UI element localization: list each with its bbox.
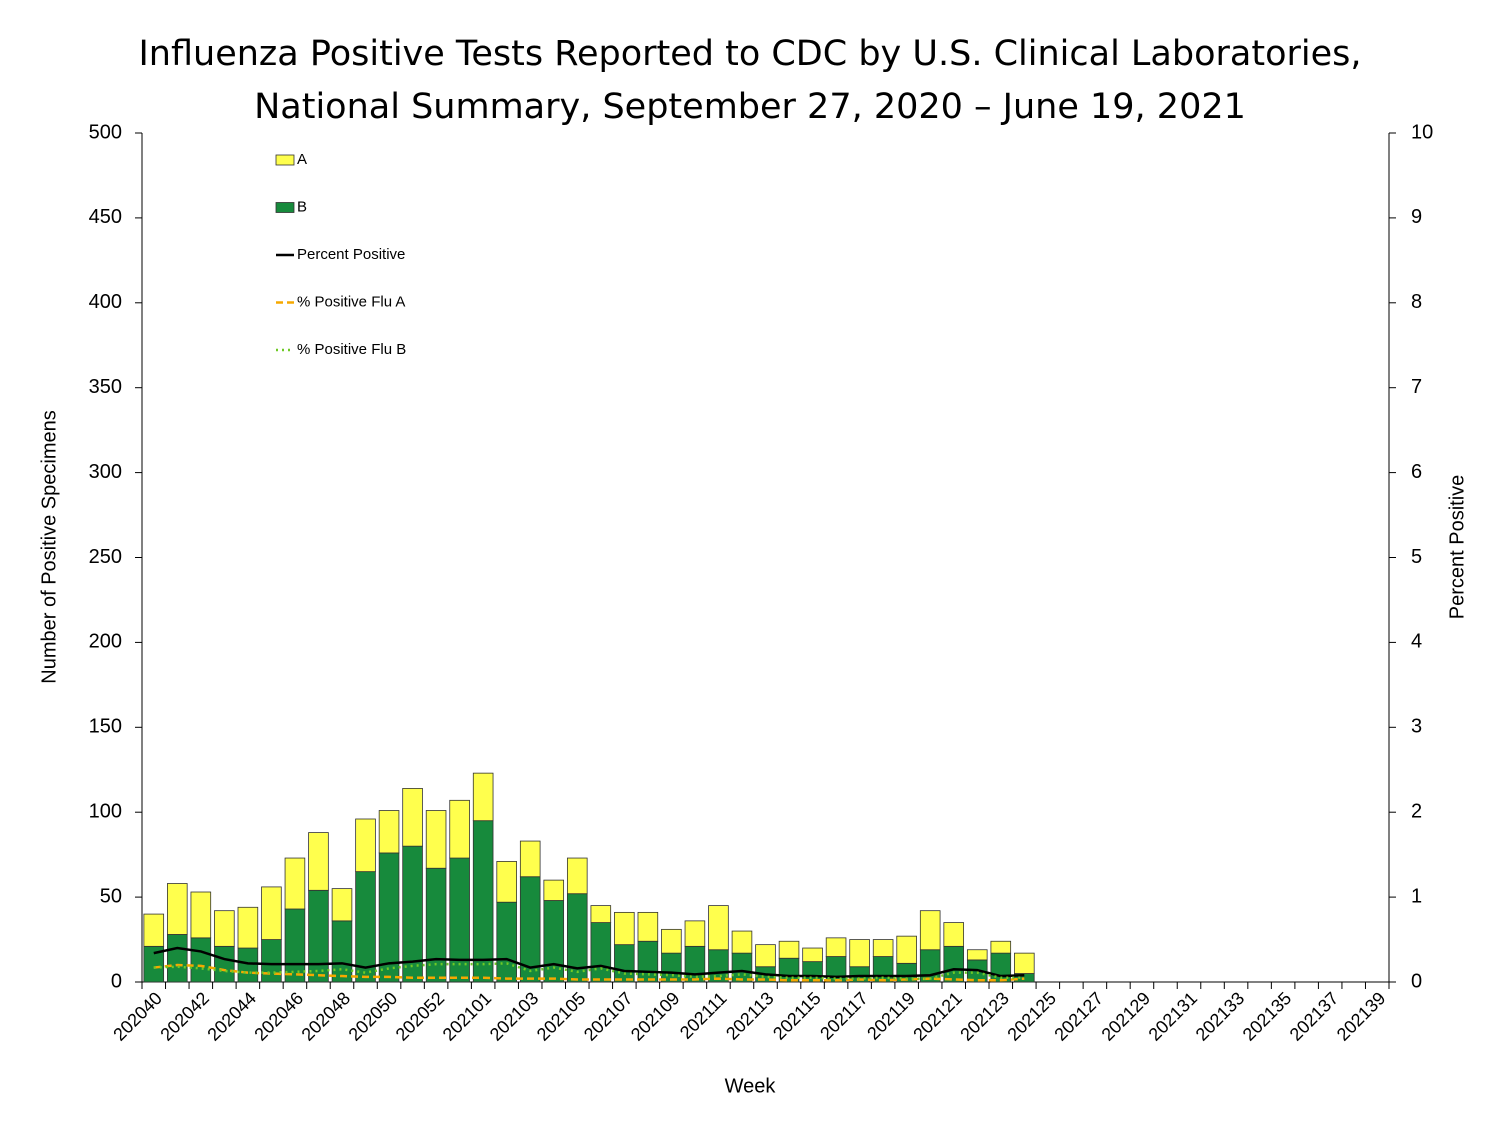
line bbox=[153, 963, 1025, 982]
y2-tick-label: 0 bbox=[1411, 970, 1422, 992]
y2-axis-label: Percent Positive bbox=[1446, 475, 1468, 620]
bar bbox=[637, 911, 659, 942]
bar bbox=[966, 949, 988, 961]
bar bbox=[331, 920, 353, 983]
bar bbox=[755, 944, 776, 968]
bar bbox=[519, 840, 541, 878]
bar bbox=[990, 940, 1012, 954]
bar bbox=[566, 857, 588, 895]
y2-tick-label: 3 bbox=[1411, 716, 1422, 738]
y2-tick-label: 5 bbox=[1411, 546, 1422, 568]
bar bbox=[261, 886, 282, 940]
bar bbox=[261, 939, 282, 983]
y-tick-label: 500 bbox=[89, 121, 122, 143]
bar bbox=[802, 947, 823, 963]
bar bbox=[472, 820, 494, 983]
bar bbox=[778, 940, 800, 959]
bar bbox=[214, 910, 235, 947]
bar bbox=[731, 930, 753, 954]
bar bbox=[708, 905, 729, 951]
bar bbox=[190, 937, 212, 983]
legend-label: Percent Positive bbox=[297, 246, 405, 263]
bar bbox=[614, 944, 635, 983]
y-tick-label: 400 bbox=[89, 291, 122, 313]
bar bbox=[778, 957, 800, 983]
y2-tick-label: 2 bbox=[1411, 800, 1422, 822]
legend-label: % Positive Flu A bbox=[297, 293, 405, 310]
y-tick-label: 450 bbox=[89, 206, 122, 228]
y2-tick-label: 9 bbox=[1411, 206, 1422, 228]
bar bbox=[661, 928, 682, 954]
bar bbox=[214, 945, 235, 983]
bar bbox=[167, 934, 188, 983]
bar bbox=[943, 945, 965, 983]
y-tick-label: 300 bbox=[89, 461, 122, 483]
y-tick-label: 350 bbox=[89, 376, 122, 398]
bar bbox=[708, 949, 729, 983]
legend-label: % Positive Flu B bbox=[297, 341, 406, 358]
bar bbox=[637, 940, 659, 983]
bar bbox=[378, 810, 400, 854]
bar bbox=[896, 935, 917, 964]
bar bbox=[661, 952, 682, 983]
bar bbox=[308, 832, 329, 891]
bar bbox=[825, 937, 847, 957]
y2-tick-label: 7 bbox=[1411, 376, 1422, 398]
y2-tick-label: 6 bbox=[1411, 461, 1422, 483]
bar bbox=[614, 911, 635, 946]
bar bbox=[684, 920, 706, 947]
y2-tick-label: 1 bbox=[1411, 885, 1422, 907]
y-axis-label: Number of Positive Specimens bbox=[38, 410, 60, 683]
bar bbox=[731, 952, 753, 983]
bar bbox=[308, 889, 329, 983]
bar bbox=[237, 906, 259, 949]
bar bbox=[590, 905, 612, 923]
x-axis-label: Week bbox=[725, 1075, 777, 1097]
y-tick-label: 250 bbox=[89, 546, 122, 568]
y-tick-label: 0 bbox=[111, 970, 122, 992]
bar bbox=[849, 939, 870, 968]
legend-swatch bbox=[275, 154, 295, 166]
bar bbox=[143, 913, 165, 947]
legend-label: A bbox=[297, 151, 307, 168]
y-tick-label: 100 bbox=[89, 800, 122, 822]
y-tick-label: 150 bbox=[89, 716, 122, 738]
y-tick-label: 50 bbox=[100, 885, 122, 907]
bar bbox=[331, 888, 353, 922]
bar bbox=[802, 961, 823, 983]
bar bbox=[590, 922, 612, 983]
bar bbox=[190, 891, 212, 939]
bar bbox=[425, 810, 447, 869]
bar bbox=[496, 861, 517, 903]
bar bbox=[237, 947, 259, 983]
chart-title: National Summary, September 27, 2020 – J… bbox=[254, 87, 1246, 127]
bar bbox=[543, 879, 565, 901]
legend-label: B bbox=[297, 198, 307, 215]
y2-tick-label: 10 bbox=[1411, 121, 1433, 143]
line bbox=[153, 946, 1025, 979]
bar bbox=[684, 945, 706, 983]
y-tick-label: 200 bbox=[89, 631, 122, 653]
bar bbox=[402, 788, 423, 847]
bar bbox=[284, 908, 306, 983]
bar bbox=[355, 818, 376, 873]
bar bbox=[943, 922, 965, 947]
chart-title: Influenza Positive Tests Reported to CDC… bbox=[138, 34, 1361, 74]
bar bbox=[919, 910, 941, 951]
bar bbox=[167, 883, 188, 935]
bar bbox=[284, 857, 306, 910]
bar bbox=[1014, 952, 1035, 974]
bar bbox=[496, 901, 517, 983]
line bbox=[153, 962, 1025, 980]
y2-tick-label: 4 bbox=[1411, 631, 1422, 653]
bar bbox=[872, 939, 894, 957]
bar bbox=[472, 772, 494, 822]
y2-tick-label: 8 bbox=[1411, 291, 1422, 313]
legend-swatch bbox=[275, 202, 295, 213]
bar bbox=[449, 799, 470, 859]
